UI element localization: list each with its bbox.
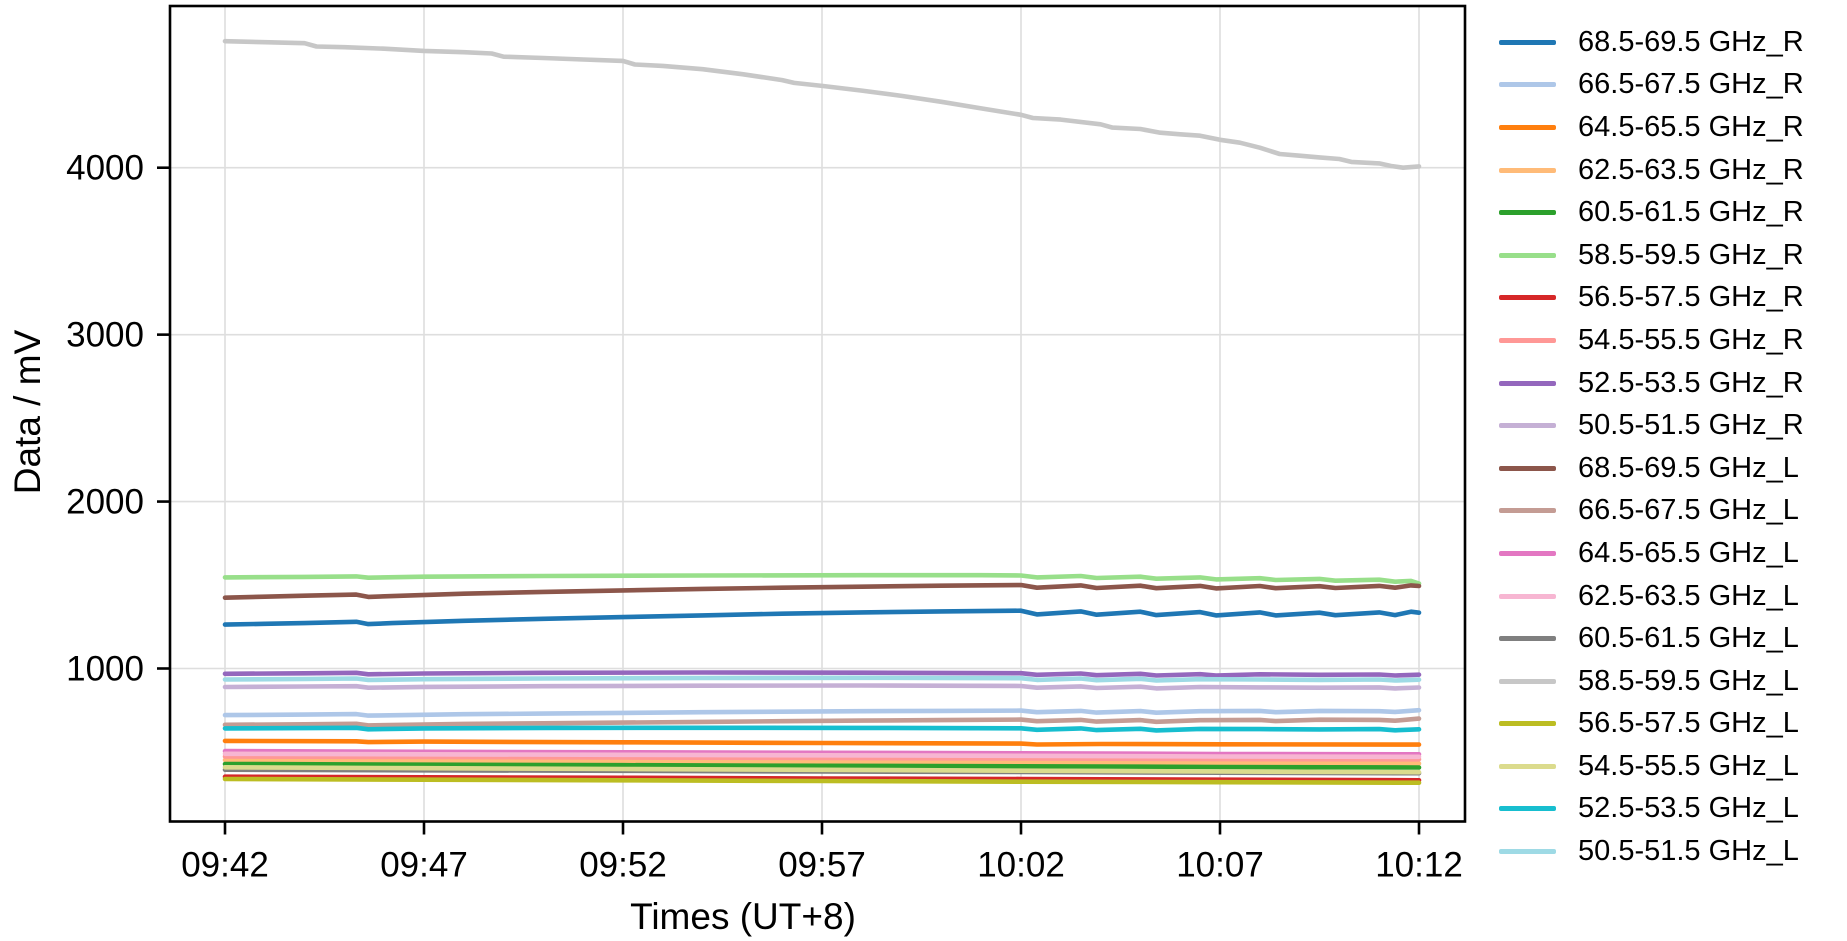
legend-item-label: 62.5-63.5 GHz_R xyxy=(1578,153,1804,186)
legend-item-56-5-57-5-ghz-l: 56.5-57.5 GHz_L xyxy=(1499,703,1804,746)
legend-item-label: 50.5-51.5 GHz_R xyxy=(1578,409,1804,442)
x-axis-label: Times (UT+8) xyxy=(630,896,856,937)
legend-item-60-5-61-5-ghz-l: 60.5-61.5 GHz_L xyxy=(1499,617,1804,660)
legend-item-64-5-65-5-ghz-l: 64.5-65.5 GHz_L xyxy=(1499,532,1804,575)
series-64-5-65-5-ghz-r xyxy=(222,738,1422,747)
legend-item-label: 52.5-53.5 GHz_R xyxy=(1578,366,1804,399)
y-tick-label-1000: 1000 xyxy=(66,650,144,689)
series-54-5-55-5-ghz-l xyxy=(222,764,1422,775)
series-68-5-69-5-ghz-r xyxy=(222,608,1422,627)
legend-item-label: 60.5-61.5 GHz_R xyxy=(1578,196,1804,229)
legend-item-54-5-55-5-ghz-r: 54.5-55.5 GHz_R xyxy=(1499,319,1804,362)
legend-item-62-5-63-5-ghz-l: 62.5-63.5 GHz_L xyxy=(1499,575,1804,618)
legend-swatch-icon xyxy=(1499,210,1556,216)
series-52-5-53-5-ghz-l xyxy=(222,725,1422,733)
legend-swatch-icon xyxy=(1499,593,1556,599)
series-50-5-51-5-ghz-r xyxy=(222,683,1422,691)
series-62-5-63-5-ghz-r xyxy=(222,757,1422,766)
y-tick-label-3000: 3000 xyxy=(66,316,144,355)
series-52-5-53-5-ghz-r xyxy=(222,670,1422,678)
legend-item-50-5-51-5-ghz-r: 50.5-51.5 GHz_R xyxy=(1499,404,1804,447)
legend-item-58-5-59-5-ghz-l: 58.5-59.5 GHz_L xyxy=(1499,660,1804,703)
legend-item-label: 58.5-59.5 GHz_R xyxy=(1578,238,1804,271)
legend-item-label: 54.5-55.5 GHz_L xyxy=(1578,749,1799,782)
legend-item-62-5-63-5-ghz-r: 62.5-63.5 GHz_R xyxy=(1499,149,1804,192)
legend-item-label: 60.5-61.5 GHz_L xyxy=(1578,622,1799,655)
legend-swatch-icon xyxy=(1499,337,1556,343)
legend-swatch-icon xyxy=(1499,167,1556,173)
legend-swatch-icon xyxy=(1499,252,1556,258)
legend-swatch-icon xyxy=(1499,82,1556,88)
x-tick-label-10-12: 10:12 xyxy=(1375,846,1463,885)
legend-item-label: 56.5-57.5 GHz_L xyxy=(1578,707,1799,740)
legend-item-label: 62.5-63.5 GHz_L xyxy=(1578,579,1799,612)
legend-swatch-icon xyxy=(1499,550,1556,556)
legend-item-66-5-67-5-ghz-l: 66.5-67.5 GHz_L xyxy=(1499,490,1804,533)
legend-item-68-5-69-5-ghz-r: 68.5-69.5 GHz_R xyxy=(1499,21,1804,64)
series-54-5-55-5-ghz-r xyxy=(222,754,1422,762)
legend-item-64-5-65-5-ghz-r: 64.5-65.5 GHz_R xyxy=(1499,106,1804,149)
x-tick-label-09-47: 09:47 xyxy=(380,846,468,885)
series-58-5-59-5-ghz-r xyxy=(222,572,1422,586)
legend-swatch-icon xyxy=(1499,508,1556,514)
legend-swatch-icon xyxy=(1499,678,1556,684)
series-66-5-67-5-ghz-l xyxy=(222,716,1422,728)
x-tick-label-09-52: 09:52 xyxy=(579,846,667,885)
legend-item-label: 66.5-67.5 GHz_L xyxy=(1578,494,1799,527)
series-66-5-67-5-ghz-r xyxy=(222,707,1422,718)
legend-item-label: 68.5-69.5 GHz_R xyxy=(1578,25,1804,58)
legend-item-label: 56.5-57.5 GHz_R xyxy=(1578,281,1804,314)
legend-item-58-5-59-5-ghz-r: 58.5-59.5 GHz_R xyxy=(1499,234,1804,277)
y-tick-label-4000: 4000 xyxy=(66,149,144,188)
legend-item-label: 66.5-67.5 GHz_R xyxy=(1578,68,1804,101)
series-50-5-51-5-ghz-l xyxy=(222,675,1422,683)
legend-item-label: 50.5-51.5 GHz_L xyxy=(1578,835,1799,868)
legend-item-label: 64.5-65.5 GHz_R xyxy=(1578,110,1804,143)
legend-swatch-icon xyxy=(1499,636,1556,642)
legend-swatch-icon xyxy=(1499,806,1556,812)
series-56-5-57-5-ghz-l xyxy=(222,776,1422,786)
x-tick-label-10-02: 10:02 xyxy=(977,846,1065,885)
series-56-5-57-5-ghz-r xyxy=(222,774,1422,783)
series-64-5-65-5-ghz-l xyxy=(222,748,1422,757)
x-tick-label-10-07: 10:07 xyxy=(1176,846,1264,885)
legend-swatch-icon xyxy=(1499,849,1556,855)
x-tick-label-09-42: 09:42 xyxy=(181,846,269,885)
y-tick-label-2000: 2000 xyxy=(66,483,144,522)
series-68-5-69-5-ghz-l xyxy=(222,582,1422,601)
legend-item-label: 64.5-65.5 GHz_L xyxy=(1578,536,1799,569)
legend-swatch-icon xyxy=(1499,763,1556,769)
legend-item-label: 54.5-55.5 GHz_R xyxy=(1578,323,1804,356)
legend-item-66-5-67-5-ghz-r: 66.5-67.5 GHz_R xyxy=(1499,64,1804,107)
plot-border xyxy=(168,4,1467,823)
legend-item-54-5-55-5-ghz-l: 54.5-55.5 GHz_L xyxy=(1499,745,1804,788)
legend-swatch-icon xyxy=(1499,39,1556,45)
legend-swatch-icon xyxy=(1499,721,1556,727)
series-58-5-59-5-ghz-l xyxy=(222,38,1422,170)
legend-swatch-icon xyxy=(1499,124,1556,130)
legend-swatch-icon xyxy=(1499,380,1556,386)
legend-item-52-5-53-5-ghz-r: 52.5-53.5 GHz_R xyxy=(1499,362,1804,405)
legend-item-56-5-57-5-ghz-r: 56.5-57.5 GHz_R xyxy=(1499,277,1804,320)
x-tick-label-09-57: 09:57 xyxy=(778,846,866,885)
legend-item-68-5-69-5-ghz-l: 68.5-69.5 GHz_L xyxy=(1499,447,1804,490)
series-60-5-61-5-ghz-r xyxy=(222,761,1422,770)
legend-item-label: 58.5-59.5 GHz_L xyxy=(1578,664,1799,697)
legend-item-52-5-53-5-ghz-l: 52.5-53.5 GHz_L xyxy=(1499,788,1804,831)
series-62-5-63-5-ghz-l xyxy=(222,751,1422,760)
legend-item-60-5-61-5-ghz-r: 60.5-61.5 GHz_R xyxy=(1499,191,1804,234)
legend-item-label: 52.5-53.5 GHz_L xyxy=(1578,792,1799,825)
legend-swatch-icon xyxy=(1499,295,1556,301)
legend-swatch-icon xyxy=(1499,423,1556,429)
legend-item-50-5-51-5-ghz-l: 50.5-51.5 GHz_L xyxy=(1499,830,1804,873)
legend-swatch-icon xyxy=(1499,465,1556,471)
legend-item-label: 68.5-69.5 GHz_L xyxy=(1578,451,1799,484)
legend: 68.5-69.5 GHz_R 66.5-67.5 GHz_R 64.5-65.5 … xyxy=(1499,21,1804,873)
y-axis-label: Data / mV xyxy=(7,329,48,495)
